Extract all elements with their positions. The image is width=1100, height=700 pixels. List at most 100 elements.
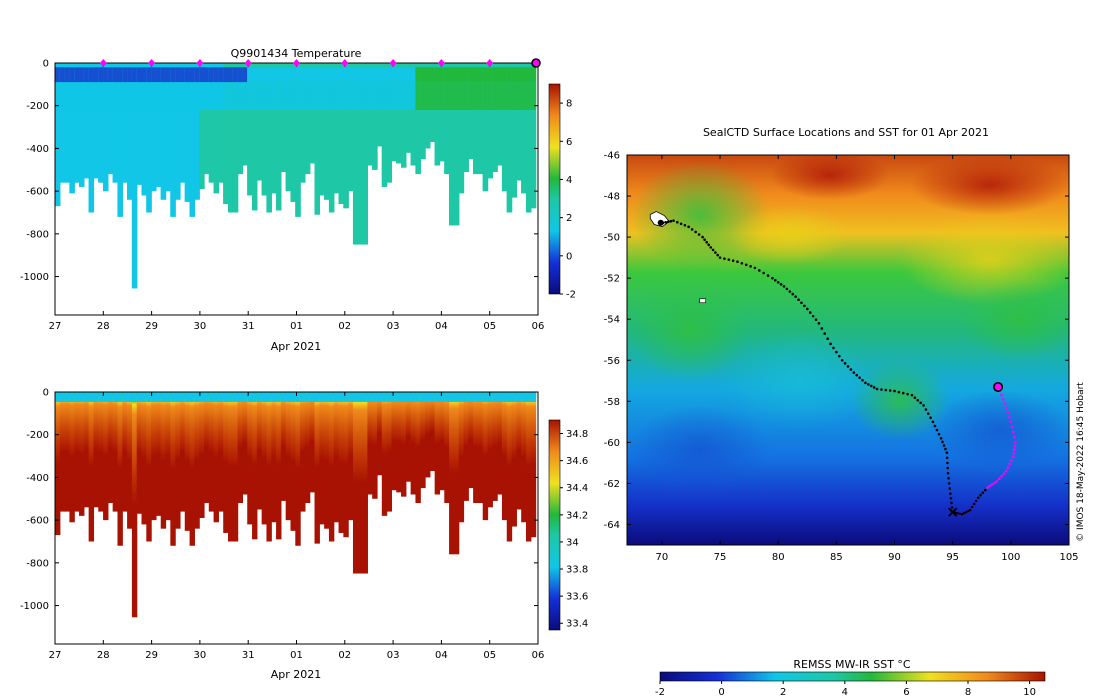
temperature-surface-band <box>468 67 474 83</box>
sst-field <box>627 155 1069 545</box>
temperature-deep-band <box>223 109 229 204</box>
temperature-deep-band <box>348 109 354 192</box>
temperature-surface-band <box>309 67 316 83</box>
temperature-deep-band <box>228 109 234 213</box>
temperature-surface-band <box>391 67 397 83</box>
salinity-profile-column <box>199 392 205 518</box>
salinity-profile-column <box>107 392 114 504</box>
temperature-thermocline-band <box>300 82 306 110</box>
salinity-profile-column <box>348 392 354 521</box>
temperature-y-tick-label: -800 <box>26 229 49 240</box>
salinity-surface-band <box>463 392 469 402</box>
track-point <box>709 246 713 249</box>
salinity-x-tick-label: 31 <box>242 650 255 661</box>
salinity-surface-band <box>482 392 489 402</box>
recent-track-point <box>1008 462 1011 466</box>
salinity-profile-column <box>112 392 119 512</box>
salinity-profile-column <box>64 392 71 512</box>
temperature-surface-band <box>401 67 407 83</box>
salinity-profile-column <box>309 392 316 493</box>
salinity-surface-band <box>396 392 402 402</box>
temperature-deep-band <box>530 109 537 209</box>
track-point <box>794 295 797 298</box>
salinity-surface-band <box>439 392 445 402</box>
temperature-surface-band <box>155 67 162 83</box>
salinity-profile-column <box>175 392 181 529</box>
temperature-surface-band <box>304 67 311 83</box>
track-point <box>832 346 835 350</box>
temperature-x-tick-label: 29 <box>145 321 158 332</box>
salinity-y-tick-label: -400 <box>26 473 49 484</box>
salinity-profile-column <box>458 392 465 523</box>
salinity-surface-band <box>112 392 119 402</box>
track-point <box>776 280 780 284</box>
track-point <box>736 260 739 264</box>
salinity-surface-band <box>261 392 268 402</box>
temperature-surface-band <box>333 67 340 83</box>
recent-track-point <box>988 484 992 488</box>
temperature-thermocline-band <box>425 82 431 110</box>
salinity-profile-column <box>482 392 489 521</box>
temperature-deep-band <box>290 109 296 202</box>
temperature-surface-band <box>170 67 176 83</box>
temperature-deep-band <box>237 109 244 175</box>
temperature-deep-band <box>199 109 205 189</box>
salinity-profile-column <box>338 392 344 533</box>
temperature-deep-band <box>352 109 359 245</box>
track-point <box>703 238 706 241</box>
track-point <box>803 304 806 308</box>
salinity-profile-column <box>74 392 80 512</box>
temperature-deep-band <box>367 109 373 166</box>
track-point <box>800 301 803 305</box>
salinity-profile-column <box>141 392 147 525</box>
salinity-profile-column <box>237 392 244 504</box>
temperature-thermocline-band <box>112 82 119 110</box>
salinity-profile-column <box>189 392 195 546</box>
temperature-surface-band <box>372 67 378 83</box>
temperature-surface-band <box>74 67 80 83</box>
temperature-thermocline-band <box>319 82 325 110</box>
salinity-y-tick-label: -1000 <box>20 601 49 612</box>
temperature-surface-band <box>473 67 479 83</box>
temperature-deep-band <box>386 109 393 183</box>
track-point <box>707 243 711 247</box>
salinity-surface-band <box>477 392 484 402</box>
salinity-profile-column <box>170 392 176 546</box>
recent-track-point <box>1013 435 1016 439</box>
recent-track-point <box>1004 469 1008 473</box>
last-position-marker <box>993 381 1004 392</box>
temperature-x-tick-label: 02 <box>338 321 351 332</box>
temperature-y-tick-label: -1000 <box>20 272 49 283</box>
salinity-x-tick-label: 29 <box>145 650 158 661</box>
salinity-surface-band <box>98 392 104 402</box>
salinity-surface-band <box>127 392 133 402</box>
temperature-deep-band <box>252 109 258 211</box>
temperature-deep-band <box>112 109 119 183</box>
temperature-title: Q9901434 Temperature <box>231 47 362 60</box>
map-y-tick-label: -52 <box>604 274 620 285</box>
salinity-surface-band <box>266 392 272 402</box>
map-y-tick-label: -60 <box>604 438 620 449</box>
salinity-profile-column <box>88 392 95 542</box>
temperature-thermocline-band <box>74 82 80 110</box>
map-y-tick-label: -58 <box>604 397 620 408</box>
track-point <box>945 451 949 454</box>
temperature-thermocline-band <box>146 82 152 110</box>
salinity-surface-band <box>141 392 147 402</box>
temperature-thermocline-band <box>343 82 349 110</box>
temperature-thermocline-band <box>280 82 287 110</box>
salinity-profile-column <box>367 392 373 495</box>
temperature-surface-band <box>179 67 186 83</box>
temperature-surface-band <box>453 67 460 83</box>
temperature-thermocline-band <box>348 82 354 110</box>
track-point <box>701 235 704 239</box>
temperature-deep-band <box>362 109 368 245</box>
salinity-surface-band <box>122 392 128 402</box>
temperature-thermocline-band <box>521 82 527 110</box>
temperature-surface-band <box>367 67 373 83</box>
track-point <box>811 314 815 318</box>
temperature-deep-band <box>453 109 460 226</box>
temperature-surface-band <box>386 67 393 83</box>
salinity-profile-column <box>415 392 421 504</box>
recent-track-point-dark <box>960 512 964 516</box>
